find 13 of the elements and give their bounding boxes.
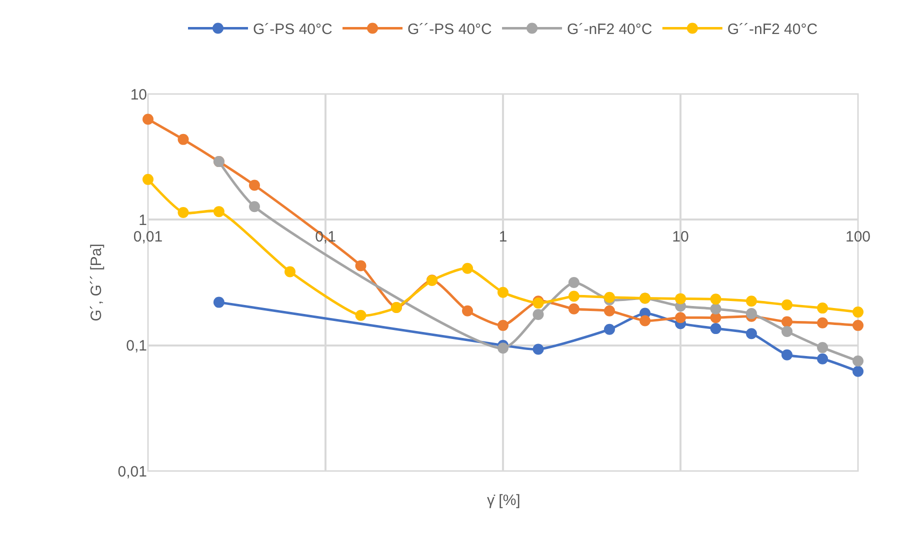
legend-label: G´-nF2 40°C — [567, 21, 652, 38]
y-axis-title: G´, G´´ [Pa] — [88, 244, 106, 322]
x-tick-label: 10 — [672, 228, 689, 246]
x-axis-title: γ̇ [%] — [487, 492, 520, 509]
y-tick-label: 10 — [130, 86, 147, 104]
y-tick-label: 0,1 — [126, 338, 147, 355]
y-tick-label: 1 — [138, 212, 147, 229]
legend-label: G´´-nF2 40°C — [727, 21, 818, 38]
x-tick-label: 1 — [498, 228, 508, 246]
x-tick-label: 100 — [845, 228, 871, 246]
legend-label: G´-PS 40°C — [253, 21, 333, 38]
legend-label: G´´-PS 40°C — [408, 21, 492, 38]
y-tick-label: 0,01 — [118, 463, 147, 480]
